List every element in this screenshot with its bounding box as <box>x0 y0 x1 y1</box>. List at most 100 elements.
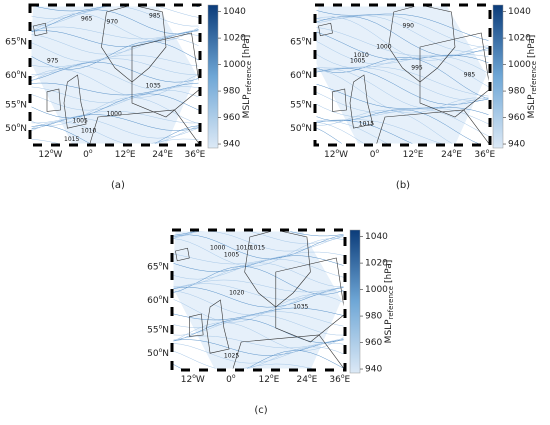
degree-mark: o <box>302 69 306 76</box>
degree-mark: o <box>486 148 490 155</box>
contour <box>30 37 200 63</box>
degree-mark: o <box>196 148 200 155</box>
contour-label: 1035 <box>293 304 308 311</box>
contour-label: 985 <box>464 72 476 79</box>
degree-mark: o <box>159 294 163 301</box>
colorbar-tick-label: 940 <box>223 140 240 150</box>
contour <box>30 61 200 83</box>
direction: E <box>130 150 136 160</box>
tick-number: 12 <box>115 150 126 160</box>
tick-number: 55 <box>290 100 301 110</box>
contour <box>172 279 345 293</box>
degree-mark: o <box>17 35 21 42</box>
direction: W <box>196 375 205 385</box>
tick-label: 12oE <box>258 373 279 385</box>
tick-label: 55oN <box>290 98 312 110</box>
degree-mark: o <box>17 69 21 76</box>
tick-label: 12oW <box>38 148 62 160</box>
map-content <box>30 5 200 145</box>
contour <box>315 9 490 42</box>
tick-label: 12oW <box>181 373 205 385</box>
contour <box>315 120 417 145</box>
contour <box>30 125 200 145</box>
tick-label: 50oN <box>290 122 312 134</box>
degree-mark: o <box>302 122 306 129</box>
degree-mark: o <box>192 373 196 380</box>
contour <box>315 57 490 100</box>
colorbar-tick-label: 1020 <box>365 259 388 269</box>
degree-mark: o <box>17 98 21 105</box>
contour <box>30 86 200 103</box>
contour-label: 975 <box>47 58 59 65</box>
contour-label: 970 <box>107 18 119 25</box>
direction: N <box>305 71 312 81</box>
map-content <box>172 230 345 370</box>
tick-label: 12oE <box>115 148 136 160</box>
contour-label: 985 <box>149 13 161 20</box>
tick-number: 0 <box>370 150 376 160</box>
direction: W <box>339 150 348 160</box>
direction: E <box>345 375 351 385</box>
contour-label: 1015 <box>359 121 374 128</box>
contour <box>30 33 200 55</box>
colorbar-tick-label: 980 <box>508 87 525 97</box>
tick-number: 50 <box>147 349 159 359</box>
label-sub: reference <box>387 286 395 319</box>
colorbar-tick-label: 960 <box>365 338 382 348</box>
tick-number: 0 <box>83 150 89 160</box>
contour-label: 1005 <box>350 58 365 65</box>
contour <box>30 9 200 35</box>
contour <box>315 16 490 61</box>
tick-number: 12 <box>181 375 192 385</box>
tick-number: 24 <box>152 150 164 160</box>
tick-label: 60oN <box>290 69 312 81</box>
contour <box>172 343 345 364</box>
contour <box>315 31 490 64</box>
colorbar-tick-label: 1000 <box>365 285 388 295</box>
contour <box>172 322 345 351</box>
direction: E <box>274 375 280 385</box>
direction: N <box>162 296 169 306</box>
direction: N <box>305 100 312 110</box>
contour <box>172 346 345 370</box>
direction: E <box>167 150 173 160</box>
contour <box>172 262 345 288</box>
contour <box>172 266 345 295</box>
contour <box>315 121 367 145</box>
tick-label: 24oE <box>152 148 173 160</box>
tick-number: 0 <box>226 375 232 385</box>
contour <box>315 16 490 57</box>
tick-number: 12 <box>38 150 49 160</box>
tick-label: 60oN <box>147 294 169 306</box>
direction: N <box>20 124 27 134</box>
label-main: MSLP <box>242 94 252 118</box>
frame-black <box>28 3 202 147</box>
colorbar-tick-label: 980 <box>365 312 382 322</box>
coastline <box>349 74 374 129</box>
colorbar-tick-label: 1000 <box>223 60 246 70</box>
degree-mark: o <box>302 35 306 42</box>
contour <box>315 26 490 58</box>
contour <box>172 318 345 343</box>
tick-number: 60 <box>290 71 302 81</box>
tick-number: 36 <box>474 150 486 160</box>
degree-mark: o <box>453 148 457 155</box>
colorbar <box>207 4 219 149</box>
label-unit: [hPa] <box>384 260 394 283</box>
direction: E <box>456 150 462 160</box>
label-main: MSLP <box>527 94 537 118</box>
contour <box>30 82 200 96</box>
contour-label: 1020 <box>229 290 244 297</box>
colorbar-label: MSLPreference [hPa] <box>384 260 396 344</box>
degree-mark: o <box>17 122 21 129</box>
tick-label: 60oN <box>5 69 27 81</box>
domain <box>30 5 197 145</box>
tick-number: 12 <box>403 150 414 160</box>
colorbar-tick-label: 940 <box>508 140 525 150</box>
tick-label: 24oE <box>297 373 318 385</box>
contour-label: 1010 <box>354 52 369 59</box>
tick-label: 65oN <box>5 35 27 47</box>
caption: (b) <box>396 180 410 191</box>
